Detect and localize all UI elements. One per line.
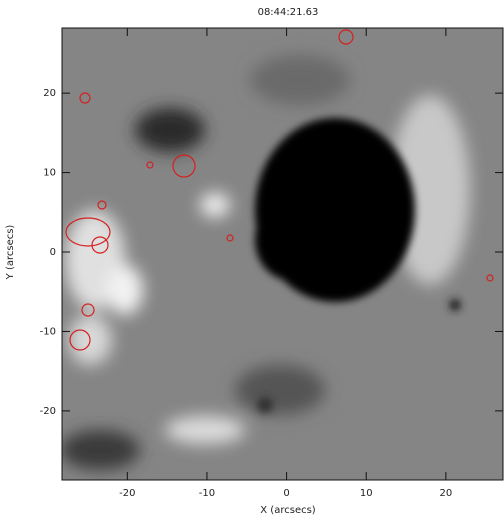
y-axis-label: Y (arcsecs) bbox=[5, 225, 16, 281]
chart-title: 08:44:21.63 bbox=[258, 7, 319, 18]
x-axis-label: X (arcsecs) bbox=[260, 505, 316, 516]
y-tick-label: 20 bbox=[43, 88, 56, 99]
x-tick-label: 0 bbox=[283, 488, 289, 499]
magnetogram-image bbox=[60, 28, 503, 480]
x-tick-label: 10 bbox=[360, 488, 373, 499]
chart: 08:44:21.63 bbox=[0, 0, 504, 520]
x-tick-label: -10 bbox=[199, 488, 215, 499]
x-tick-label: 20 bbox=[439, 488, 452, 499]
y-tick-label: 0 bbox=[50, 247, 56, 258]
x-tick-label: -20 bbox=[119, 488, 135, 499]
y-tick-label: -20 bbox=[40, 406, 56, 417]
y-tick-label: 10 bbox=[43, 168, 56, 179]
y-tick-label: -10 bbox=[40, 326, 56, 337]
